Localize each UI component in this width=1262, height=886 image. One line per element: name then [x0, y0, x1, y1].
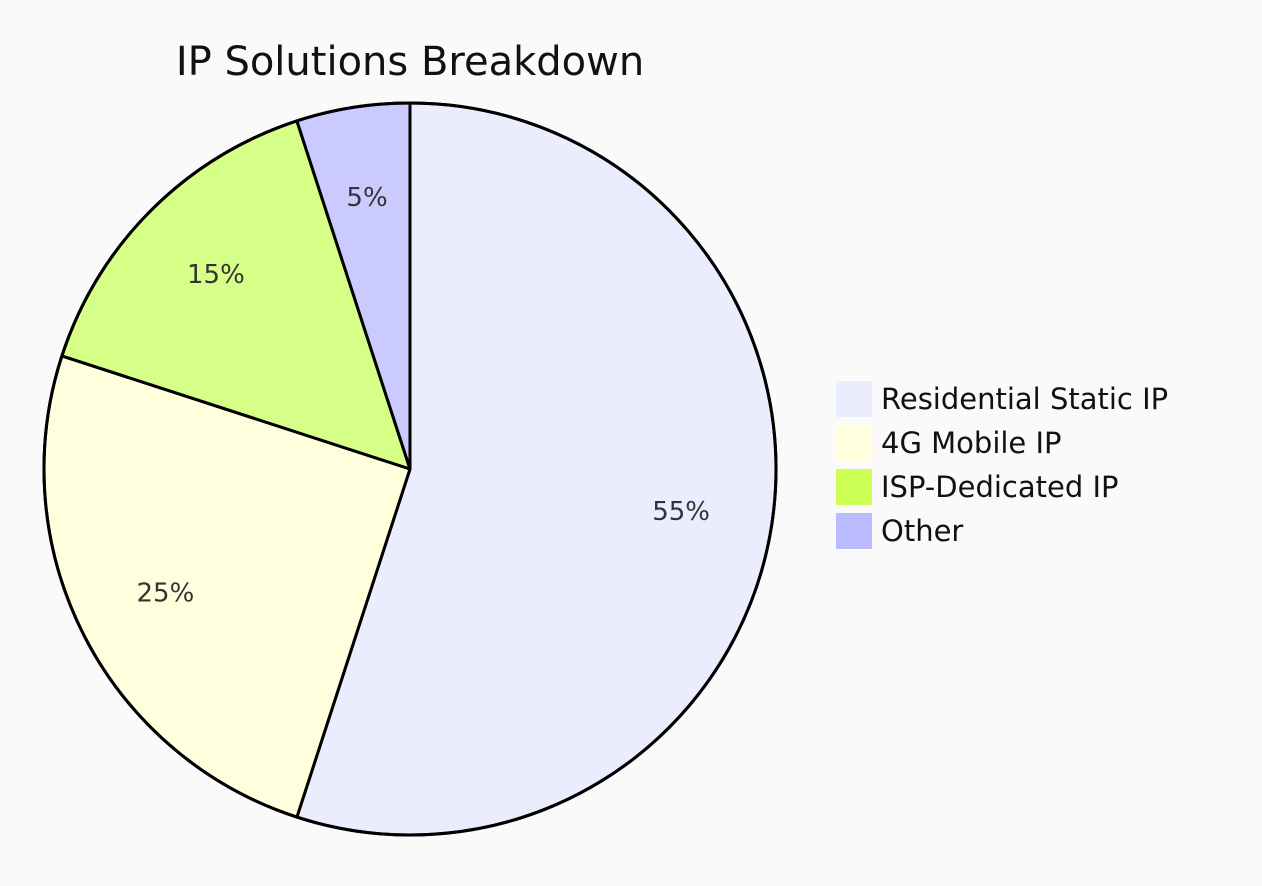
slice-label-4g-mobile-ip: 25%: [137, 579, 195, 609]
pie-slices: [42, 101, 778, 837]
legend-swatch-residential-static-ip: [836, 381, 872, 417]
chart-title: IP Solutions Breakdown: [176, 39, 644, 85]
legend-label-residential-static-ip: Residential Static IP: [881, 382, 1168, 416]
slice-label-residential-static-ip: 55%: [652, 497, 710, 527]
legend-label-other: Other: [881, 514, 963, 548]
pie-slice-labels: 55% 25% 15% 5%: [137, 183, 710, 609]
pie-outline: [42, 101, 778, 837]
slice-label-isp-dedicated-ip: 15%: [187, 260, 245, 290]
legend-swatch-isp-dedicated-ip: [836, 469, 872, 505]
legend: Residential Static IP 4G Mobile IP ISP-Ded…: [836, 381, 1168, 549]
legend-swatch-4g-mobile-ip: [836, 425, 872, 461]
legend-swatch-other: [836, 513, 872, 549]
legend-label-isp-dedicated-ip: ISP-Dedicated IP: [881, 470, 1119, 504]
slice-label-other: 5%: [346, 183, 387, 213]
legend-label-4g-mobile-ip: 4G Mobile IP: [881, 426, 1062, 460]
